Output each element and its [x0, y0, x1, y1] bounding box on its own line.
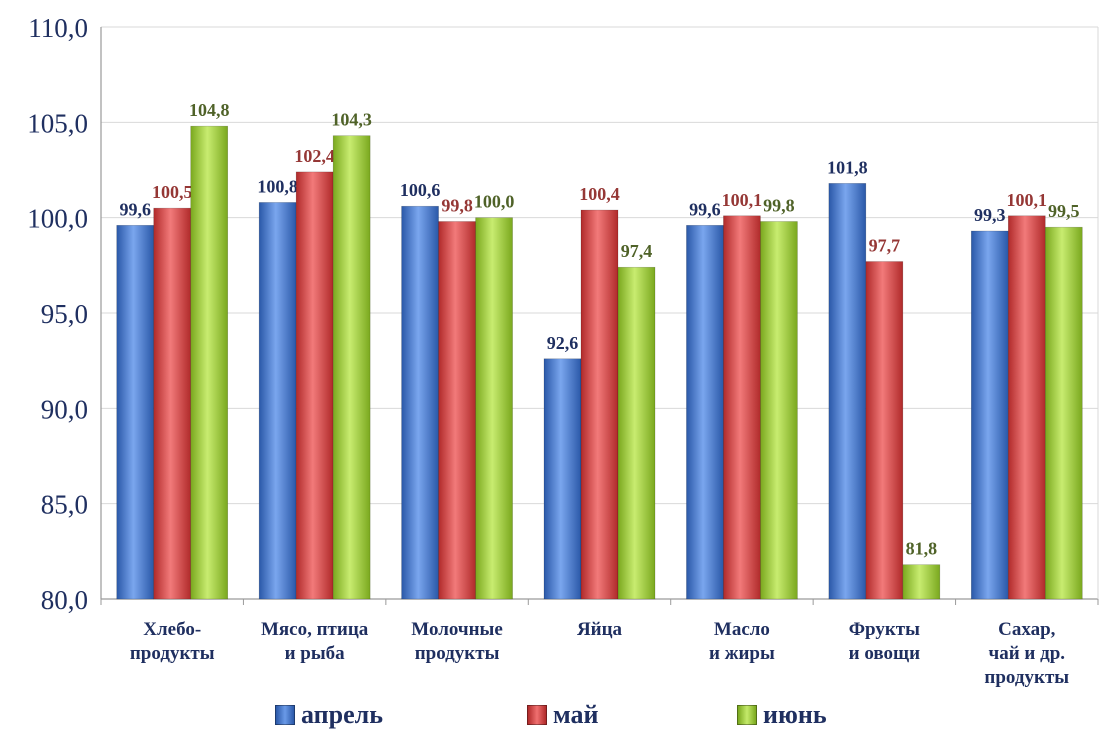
legend-item-april: апрель	[275, 700, 383, 730]
legend: апрель май июнь	[0, 700, 1101, 730]
y-tick-label: 80,0	[41, 585, 88, 615]
legend-swatch-june	[737, 705, 757, 725]
value-label: 100,4	[579, 184, 620, 204]
chart-svg: 80,085,090,095,0100,0105,0110,099,6100,5…	[27, 13, 1099, 688]
category-label: Фрукты	[849, 619, 920, 640]
legend-item-may: май	[527, 700, 599, 730]
category-label: Масло	[714, 619, 770, 640]
y-tick-label: 95,0	[41, 299, 88, 329]
category-label: продукты	[415, 643, 500, 664]
bar-май	[153, 207, 192, 600]
bar-июнь	[760, 221, 798, 600]
category-label: и жиры	[709, 643, 775, 664]
bar-июнь	[332, 135, 371, 600]
y-tick-label: 85,0	[41, 490, 88, 520]
bar-май	[865, 261, 904, 600]
category-label: Хлебо-	[143, 619, 201, 640]
value-label: 81,8	[906, 539, 938, 559]
bar-май	[723, 215, 761, 600]
category-label: продукты	[984, 667, 1069, 688]
value-label: 100,8	[257, 176, 298, 196]
bar-июнь	[1044, 226, 1083, 600]
category-label: и овощи	[849, 643, 920, 664]
value-label: 99,6	[689, 199, 721, 219]
legend-swatch-april	[275, 705, 295, 725]
y-tick-label: 110,0	[28, 13, 88, 43]
bar-май	[1007, 215, 1046, 600]
category-label: и рыба	[285, 643, 346, 664]
value-label: 101,8	[827, 157, 868, 177]
legend-label-june: июнь	[763, 700, 827, 729]
bar-апрель	[401, 205, 439, 600]
y-tick-label: 105,0	[27, 108, 88, 138]
category-label: Молочные	[411, 619, 503, 640]
value-label: 99,3	[974, 205, 1006, 225]
value-label: 92,6	[547, 333, 579, 353]
bar-апрель	[970, 230, 1009, 600]
bar-июнь	[475, 217, 513, 600]
bar-май	[580, 209, 619, 600]
legend-label-april: апрель	[301, 700, 383, 729]
bar-июнь	[617, 266, 656, 600]
category-label: Яйца	[577, 619, 623, 640]
bar-май	[295, 171, 334, 600]
bar-апрель	[116, 224, 155, 600]
value-label: 99,8	[763, 195, 795, 215]
bar-июнь	[902, 564, 941, 600]
value-label: 104,8	[189, 100, 230, 120]
value-label: 99,8	[441, 195, 473, 215]
bar-апрель	[543, 358, 582, 600]
value-label: 97,4	[621, 241, 653, 261]
bar-май	[438, 221, 476, 600]
legend-swatch-may	[527, 705, 547, 725]
value-label: 100,1	[722, 190, 763, 210]
category-label: продукты	[130, 643, 215, 664]
category-label: Сахар,	[998, 619, 1056, 640]
bar-апрель	[828, 183, 867, 600]
category-label: чай и др.	[989, 643, 1066, 664]
legend-label-may: май	[553, 700, 599, 729]
bar-июнь	[190, 125, 229, 600]
y-tick-label: 100,0	[27, 204, 88, 234]
value-label: 97,7	[869, 236, 901, 256]
bar-апрель	[258, 202, 297, 600]
category-label: Мясо, птица	[261, 619, 369, 640]
legend-item-june: июнь	[737, 700, 827, 730]
value-label: 104,3	[331, 110, 372, 130]
value-label: 100,0	[474, 192, 515, 212]
value-label: 102,4	[294, 146, 335, 166]
value-label: 99,5	[1048, 201, 1080, 221]
value-label: 99,6	[119, 199, 151, 219]
bar-апрель	[686, 224, 724, 600]
value-label: 100,5	[152, 182, 193, 202]
y-tick-label: 90,0	[41, 394, 88, 424]
value-label: 100,1	[1007, 190, 1048, 210]
value-label: 100,6	[400, 180, 441, 200]
